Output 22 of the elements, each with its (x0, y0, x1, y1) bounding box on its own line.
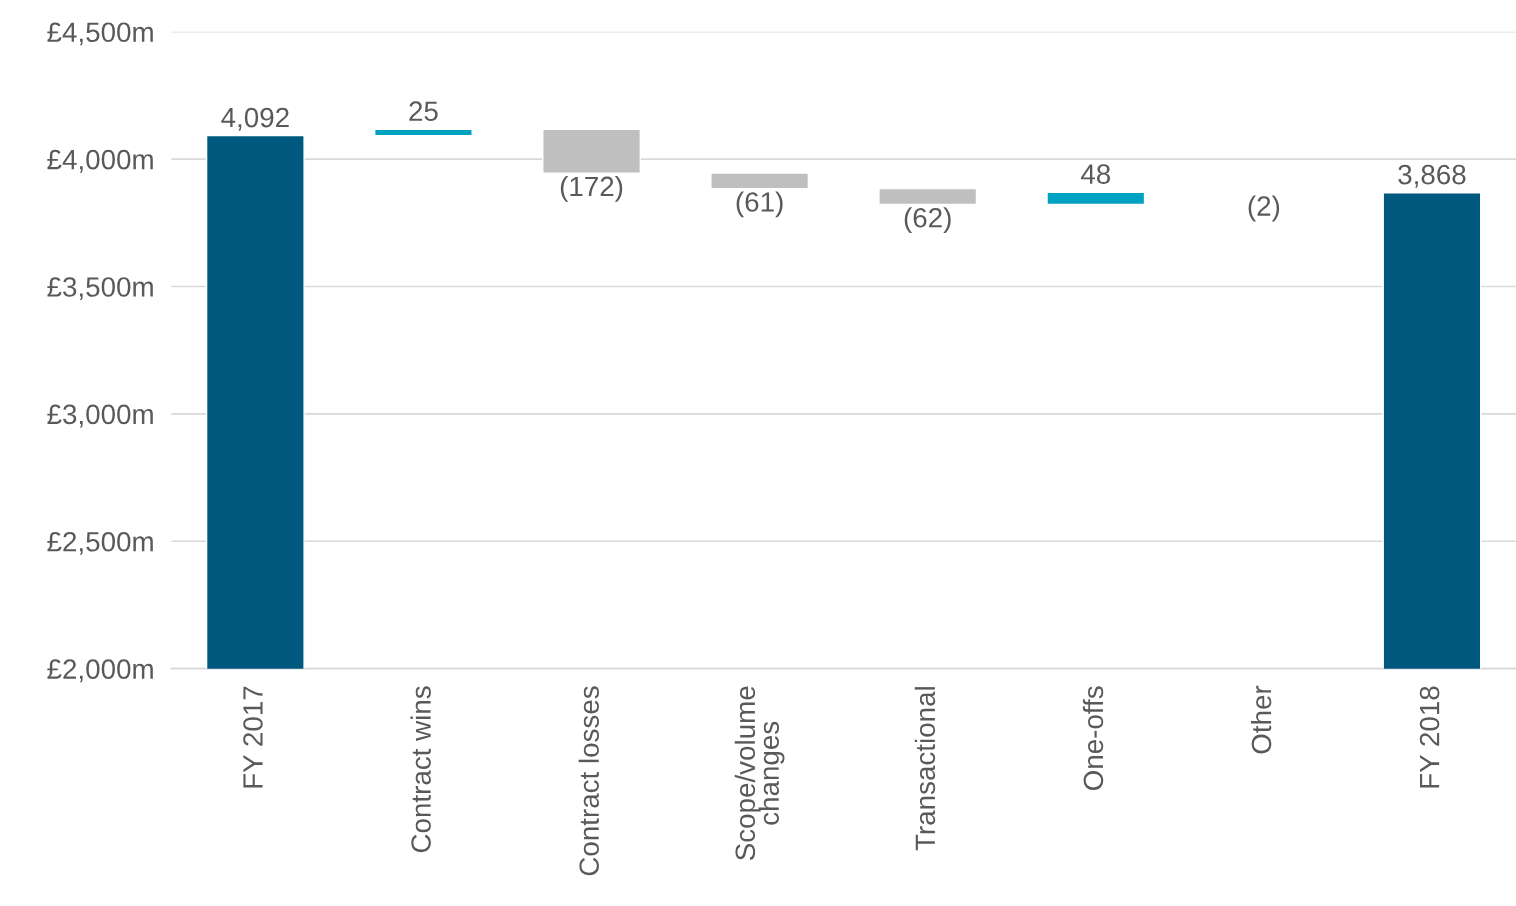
x-tick-label: Other (1250, 685, 1272, 754)
data-label: 25 (409, 101, 438, 122)
x-tick-label: Contract losses (578, 686, 599, 876)
data-label: 4,092 (221, 107, 289, 131)
data-label: (2) (1248, 195, 1280, 222)
data-label: (61) (736, 191, 783, 218)
x-tick-label: One-offs (1082, 686, 1104, 791)
y-tick-label: £3,500m (47, 277, 153, 301)
x-tick-label: FY 2018 (1419, 686, 1440, 788)
y-tick-label: £2,000m (47, 659, 153, 683)
y-tick-label: £3,000m (47, 404, 153, 428)
data-label: 48 (1080, 164, 1111, 184)
y-tick-label: £4,000m (47, 149, 153, 173)
data-label: (172) (560, 175, 623, 202)
x-tick-label: FY 2017 (243, 686, 263, 788)
data-label: 3,868 (1398, 164, 1466, 188)
x-tick-label: Contract wins (410, 686, 431, 853)
x-tick-label: Scope/volume changes (734, 686, 785, 861)
y-tick-label: £4,500m (47, 22, 153, 46)
x-tick-label: Transactional (914, 687, 936, 851)
data-label: (62) (904, 207, 951, 234)
y-tick-label: £2,500m (47, 531, 153, 555)
